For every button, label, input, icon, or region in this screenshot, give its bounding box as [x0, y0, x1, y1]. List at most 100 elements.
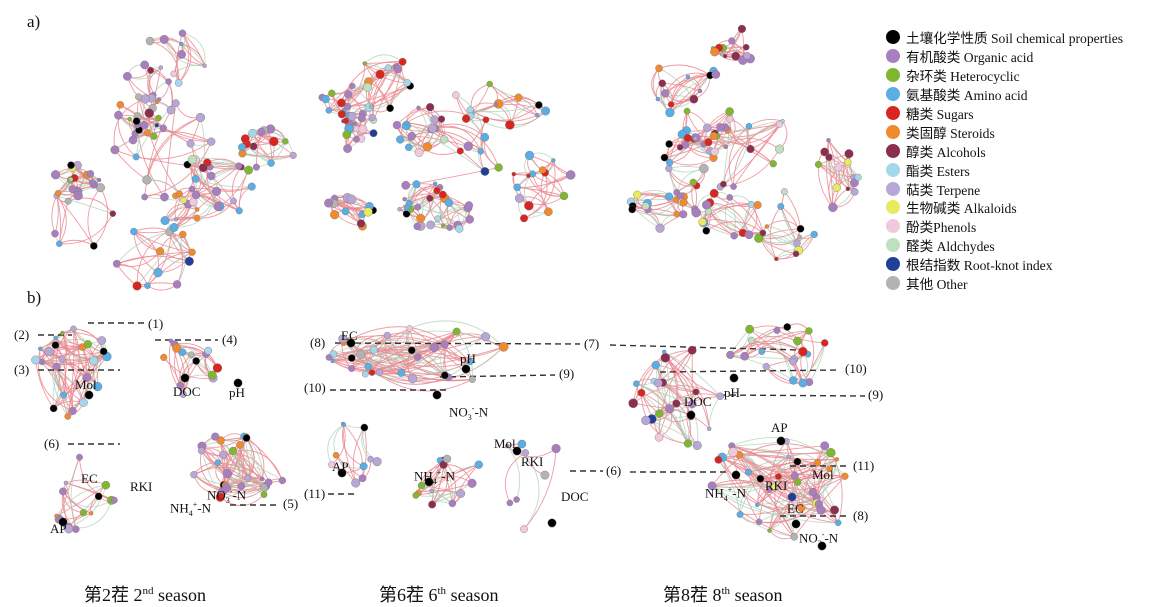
network-node	[143, 175, 152, 184]
s8-label-no3: NO3--N	[799, 528, 838, 551]
network-node	[130, 228, 137, 235]
network-node	[189, 249, 196, 256]
network-node	[548, 519, 556, 527]
network-node	[207, 172, 215, 180]
network-node	[703, 124, 711, 132]
network-node	[428, 124, 436, 132]
network-node	[343, 118, 349, 124]
legend-swatch	[886, 49, 900, 63]
network-node	[686, 75, 690, 79]
network-node	[212, 187, 221, 196]
legend-label: 其他 Other	[906, 273, 968, 293]
network-node	[744, 52, 751, 59]
network-node	[353, 136, 359, 142]
legend-label: 杂环类 Heterocyclic	[906, 65, 1020, 85]
network-node	[539, 166, 546, 173]
network-node	[666, 159, 673, 166]
network-node	[656, 97, 660, 101]
network-node	[142, 194, 148, 200]
network-node	[427, 195, 434, 202]
panel-label-b: b)	[27, 288, 41, 308]
network-node	[193, 357, 200, 364]
network-node	[188, 352, 194, 358]
network-node	[844, 159, 851, 166]
network-node	[712, 70, 720, 78]
network-node	[462, 365, 470, 373]
network-node	[235, 163, 242, 170]
network-node	[560, 192, 568, 200]
network-node	[698, 89, 702, 93]
network-node	[160, 125, 167, 132]
network-node	[51, 230, 58, 237]
network-node	[85, 391, 93, 399]
network-node	[428, 501, 435, 508]
network-node	[250, 143, 257, 150]
network-node	[74, 191, 83, 200]
network-node	[826, 448, 835, 457]
network-node	[361, 424, 368, 431]
network-node	[821, 339, 828, 346]
network-node	[145, 109, 154, 118]
legend-label: 萜类 Terpene	[906, 179, 980, 199]
network-node	[179, 231, 186, 238]
network-node	[177, 50, 185, 58]
legend-swatch	[886, 200, 900, 214]
s6-label-doc: DOC	[561, 490, 588, 504]
caption-season-6: 第6茬 6th season	[379, 581, 499, 607]
network-node	[526, 174, 530, 178]
legend-label: 根结指数 Root-knot index	[906, 254, 1053, 274]
network-node	[358, 114, 366, 122]
network-node	[690, 179, 697, 186]
network-node	[662, 350, 666, 354]
network-node	[160, 354, 167, 361]
network-node	[754, 201, 762, 209]
s8-label-mol: Mol	[812, 468, 834, 482]
network-node	[360, 463, 367, 470]
network-node	[363, 61, 367, 65]
network-node	[433, 182, 437, 186]
network-node	[814, 459, 821, 466]
network-node	[253, 164, 260, 171]
network-node	[192, 191, 200, 199]
network-node	[408, 374, 417, 383]
network-node	[416, 214, 424, 222]
legend-label: 生物碱类 Alkaloids	[906, 197, 1017, 217]
s6-callout-11: (11)	[304, 487, 325, 501]
network-node	[89, 179, 95, 185]
network-node	[462, 115, 470, 123]
network-node	[414, 204, 420, 210]
network-edge	[781, 206, 797, 243]
network-node	[69, 185, 77, 193]
network-node	[774, 327, 781, 334]
network-node	[129, 136, 137, 144]
network-node	[747, 145, 755, 153]
network-node	[661, 89, 669, 97]
network-node	[185, 257, 194, 266]
network-node	[261, 492, 267, 498]
s8-callout-8: (8)	[853, 509, 868, 523]
network-node	[244, 166, 252, 174]
network-node	[788, 493, 796, 501]
network-node	[469, 376, 476, 383]
network-node	[433, 391, 441, 399]
s8-label-ph: pH	[724, 386, 740, 400]
network-node	[393, 121, 401, 129]
network-node	[431, 115, 439, 123]
network-node	[821, 442, 829, 450]
network-node	[368, 456, 374, 462]
network-node	[348, 354, 355, 361]
network-node	[111, 146, 119, 154]
network-node	[833, 184, 841, 192]
network-node	[544, 208, 552, 216]
network-node	[483, 117, 489, 123]
network-node	[128, 117, 132, 121]
network-node	[133, 282, 142, 291]
network-node	[97, 178, 101, 182]
network-node	[179, 42, 183, 46]
legend-swatch	[886, 276, 900, 290]
network-node	[693, 137, 697, 141]
s2-callout-6: (6)	[44, 437, 59, 451]
network-node	[710, 189, 718, 197]
network-node	[248, 183, 256, 191]
s6-callout-10: (10)	[304, 381, 326, 395]
